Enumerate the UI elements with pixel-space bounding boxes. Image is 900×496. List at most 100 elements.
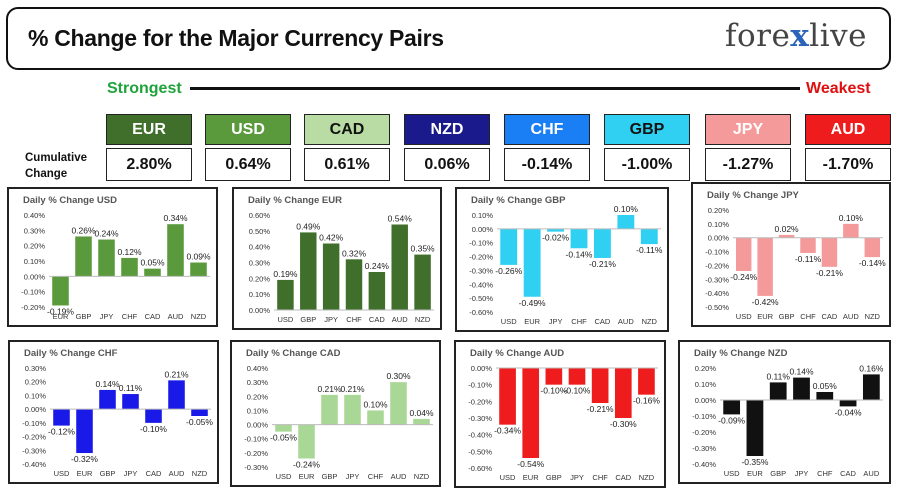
cumulative-value-gbp: -1.00% [604,148,690,181]
bar-usd [500,228,518,265]
bar-eur [76,409,93,454]
x-category-label: NZD [415,315,431,324]
ranking-line [190,87,800,90]
bar-gbp [75,236,92,277]
x-category-label: CHF [368,472,384,481]
data-label: 0.02% [775,224,800,234]
x-category-label: EUR [523,473,539,482]
data-label: 0.14% [789,367,814,377]
data-label: 0.14% [95,379,120,389]
bar-nzd [190,262,207,277]
bar-chf [591,368,609,403]
data-label: -0.09% [718,415,745,425]
currency-code-gbp: GBP [604,114,690,145]
bar-chf [800,237,816,253]
cumulative-value-jpy: -1.27% [705,148,791,181]
x-category-label: CHF [817,469,833,478]
x-category-label: CAD [840,469,856,478]
data-label: -0.11% [636,245,663,255]
x-category-label: JPY [324,315,338,324]
bar-usd [736,237,752,271]
data-label: 0.09% [186,252,211,262]
bar-usd [53,409,70,426]
chart-panel-chf: Daily % Change CHF 0.30% 0.20% 0.10% 0.00% -0… [8,340,219,484]
bar-cad [593,228,611,258]
y-tick-label: 0.00% [695,396,717,405]
x-category-label: GBP [546,473,562,482]
data-label: 0.21% [164,369,189,379]
bar-cad [839,400,857,407]
bar-cad [144,268,161,277]
x-category-label: EUR [747,469,763,478]
chart-title: Daily % Change JPY [707,190,800,201]
logo-right: live [809,18,867,54]
x-category-label: GBP [770,469,786,478]
data-label: 0.42% [319,233,344,243]
data-label: -0.04% [835,407,862,417]
y-tick-label: 0.60% [249,211,271,220]
y-tick-label: 0.10% [249,290,271,299]
data-label: 0.49% [296,221,321,231]
y-tick-label: -0.30% [469,266,493,275]
page-title: % Change for the Major Currency Pairs [28,25,444,51]
y-tick-label: -0.10% [705,248,729,257]
chart-panel-eur: Daily % Change EUR 0.60% 0.50% 0.40% 0.30% 0.… [232,187,442,330]
x-category-label: JPY [570,473,584,482]
bar-jpy [122,394,139,410]
data-label: 0.21% [340,384,365,394]
bar-aud [390,382,407,425]
x-category-label: USD [736,312,752,321]
x-category-label: GBP [322,472,338,481]
bar-jpy [547,228,565,232]
y-tick-label: 0.00% [247,421,269,430]
x-category-label: CHF [571,317,587,326]
chart-panel-jpy: Daily % Change JPY 0.20% 0.10% 0.00% -0.10% -… [691,182,891,327]
x-category-label: GBP [300,315,316,324]
x-category-label: CAD [145,312,161,321]
y-tick-label: -0.40% [705,289,729,298]
y-tick-label: -0.10% [244,435,268,444]
bar-aud [862,374,880,400]
x-category-label: NZD [865,312,881,321]
y-tick-label: -0.20% [469,253,493,262]
data-label: -0.34% [494,426,521,436]
y-tick-label: 0.30% [249,259,271,268]
data-label: 0.11% [119,383,143,393]
y-tick-label: 0.20% [695,364,717,373]
y-tick-label: 0.00% [472,225,494,234]
data-label: 0.11% [766,371,790,381]
y-tick-label: -0.50% [469,294,493,303]
x-category-label: CAD [369,315,385,324]
x-category-label: CHF [800,312,816,321]
x-category-label: EUR [299,472,315,481]
bar-chart: Daily % Change USD 0.40% 0.30% 0.20% 0.10% 0.… [21,195,211,321]
data-label: -0.21% [816,268,843,278]
data-label: 0.10% [614,204,639,214]
bar-usd [499,368,516,425]
y-tick-label: 0.10% [695,380,717,389]
y-tick-label: -0.30% [705,275,729,284]
y-tick-label: -0.40% [22,460,46,469]
y-tick-label: 0.30% [247,378,269,387]
bar-eur [757,237,773,296]
y-tick-label: 0.20% [25,378,47,387]
weakest-label: Weakest [806,80,871,97]
x-category-label: AUD [168,312,184,321]
data-label: -0.35% [741,457,768,467]
x-category-label: JPY [549,317,563,326]
y-tick-label: -0.20% [22,433,46,442]
data-label: 0.12% [117,247,142,257]
data-label: -0.24% [730,272,757,282]
data-label: 0.05% [140,258,165,268]
x-category-label: USD [54,469,70,478]
bar-cad [614,368,632,418]
y-tick-label: 0.00% [24,272,46,281]
data-label: -0.16% [633,396,660,406]
x-category-label: AUD [169,469,185,478]
data-label: 0.19% [273,269,298,279]
currency-code-jpy: JPY [705,114,791,145]
x-category-label: EUR [524,317,540,326]
bar-aud [391,224,408,310]
x-category-label: NZD [192,469,208,478]
bar-gbp [545,368,563,385]
